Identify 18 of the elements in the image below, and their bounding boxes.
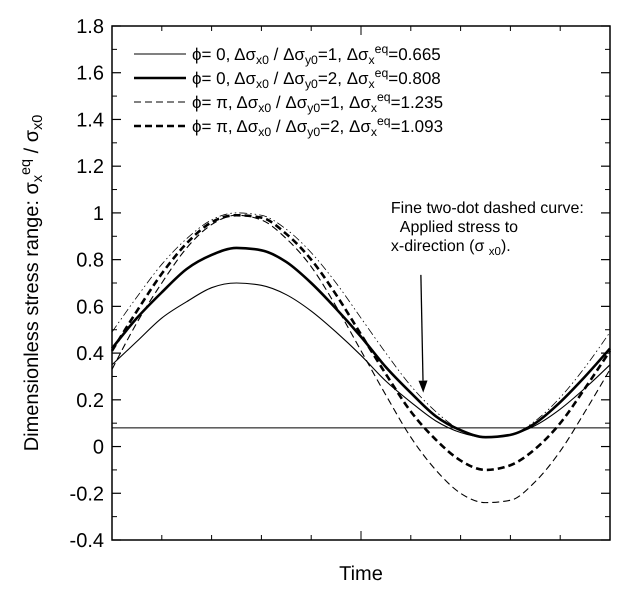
y-tick-label: 1.8 [76, 16, 104, 38]
y-tick-label: 0.2 [76, 390, 104, 412]
x-axis-title: Time [339, 563, 383, 585]
legend-label: ϕ= π, Δσ$_{x0}$ / Δσ$_{y0}$=1, Δσ$_{x}$$^{eq}$=1.235 [192, 90, 444, 115]
y-tick-label: 1.2 [76, 156, 104, 178]
y-tick-label: 1 [92, 202, 104, 225]
legend-label: ϕ= 0, Δσ$_{x0}$ / Δσ$_{y0}$=1, Δσ$_{x}$$^{eq}$=0.665 [192, 42, 441, 67]
legend-label: ϕ= π, Δσ$_{x0}$ / Δσ$_{y0}$=2, Δσ$_{x}$$^{eq}$=1.093 [192, 114, 444, 139]
y-tick-label: -0.2 [70, 483, 104, 506]
y-tick-label: 0.8 [76, 250, 104, 272]
y-tick-label: 0.6 [76, 296, 104, 318]
legend-label: ϕ= 0, Δσ$_{x0}$ / Δσ$_{y0}$=2, Δσ$_{x}$$^{eq}$=0.808 [192, 66, 441, 91]
y-tick-label: 0 [92, 436, 104, 459]
y-tick-label: 0.4 [76, 343, 104, 366]
y-tick-label: 1.6 [76, 62, 104, 85]
y-tick-label: 1.4 [76, 109, 104, 132]
annotation: Fine two-dot dashed curve: Applied stress to x-direction (σ $_{x0}$). [390, 200, 584, 258]
y-tick-label: -0.4 [70, 530, 104, 552]
